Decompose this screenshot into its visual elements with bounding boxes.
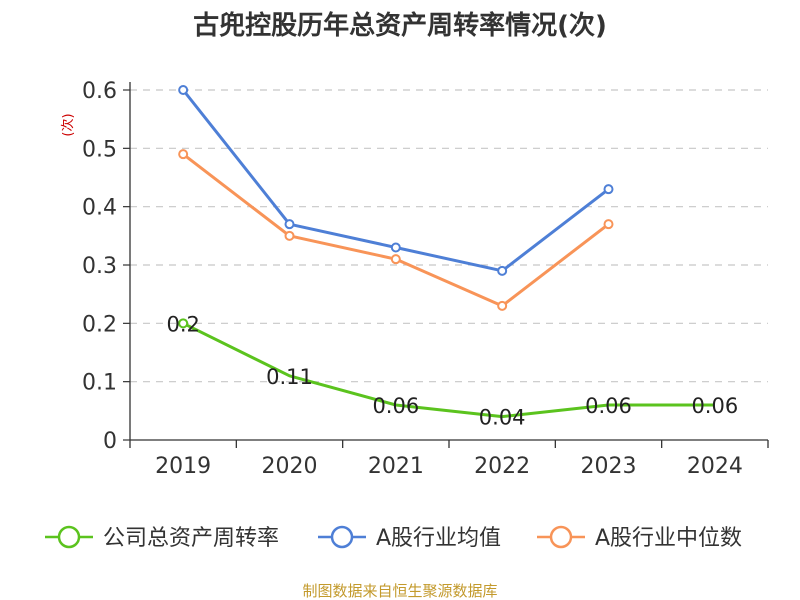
legend-label: A股行业均值 xyxy=(376,526,501,551)
y-axis-unit: (次) xyxy=(60,113,76,136)
legend-label: 公司总资产周转率 xyxy=(103,526,279,551)
y-tick-label: 0.5 xyxy=(82,137,117,162)
data-label: 0.06 xyxy=(691,394,738,418)
legend: 公司总资产周转率 A股行业均值 A股行业中位数 xyxy=(45,525,742,551)
y-tick-label: 0 xyxy=(103,429,117,454)
legend-marker xyxy=(549,525,573,549)
x-tick-label: 2024 xyxy=(687,454,743,479)
data-point xyxy=(497,300,508,311)
legend-label: A股行业中位数 xyxy=(595,526,742,551)
series-line xyxy=(182,321,715,419)
data-point xyxy=(603,219,614,230)
data-point xyxy=(178,318,189,329)
x-tick-label: 2019 xyxy=(155,454,211,479)
x-tick-label: 2020 xyxy=(262,454,318,479)
data-point xyxy=(178,85,189,95)
chart-title: 古兜控股历年总资产周转率情况(次) xyxy=(193,10,607,41)
y-tick-label: 0.6 xyxy=(82,79,117,104)
data-point xyxy=(284,219,295,230)
data-point xyxy=(390,254,401,265)
x-tick-label: 2023 xyxy=(581,454,637,479)
legend-marker xyxy=(330,525,354,549)
data-labels: 0.2 0.11 0.06 0.04 0.06 0.06 xyxy=(166,312,738,429)
grid-lines xyxy=(130,89,768,383)
series-line xyxy=(182,152,610,308)
series-lines xyxy=(178,85,715,419)
data-label: 0.2 xyxy=(166,312,199,336)
x-tick-label: 2022 xyxy=(474,454,530,479)
y-tick-label: 0.3 xyxy=(82,254,117,279)
data-point xyxy=(178,149,189,160)
data-point xyxy=(603,184,614,195)
x-tick-label: 2021 xyxy=(368,454,424,479)
data-label: 0.06 xyxy=(372,394,419,418)
data-label: 0.06 xyxy=(585,394,632,418)
legend-marker xyxy=(57,525,81,549)
y-tick-label: 0.2 xyxy=(82,312,117,337)
axes: 0 0.1 0.2 0.3 0.4 0.5 0.6 2019 2020 2021 2022 2023 2… xyxy=(82,79,769,479)
y-tick-label: 0.1 xyxy=(82,371,117,396)
data-point xyxy=(284,230,295,241)
data-point xyxy=(497,265,508,276)
data-label: 0.04 xyxy=(479,406,526,430)
source-note: 制图数据来自恒生聚源数据库 xyxy=(302,582,497,600)
y-tick-label: 0.4 xyxy=(82,196,117,221)
data-label: 0.11 xyxy=(266,365,313,389)
data-point xyxy=(390,242,401,253)
